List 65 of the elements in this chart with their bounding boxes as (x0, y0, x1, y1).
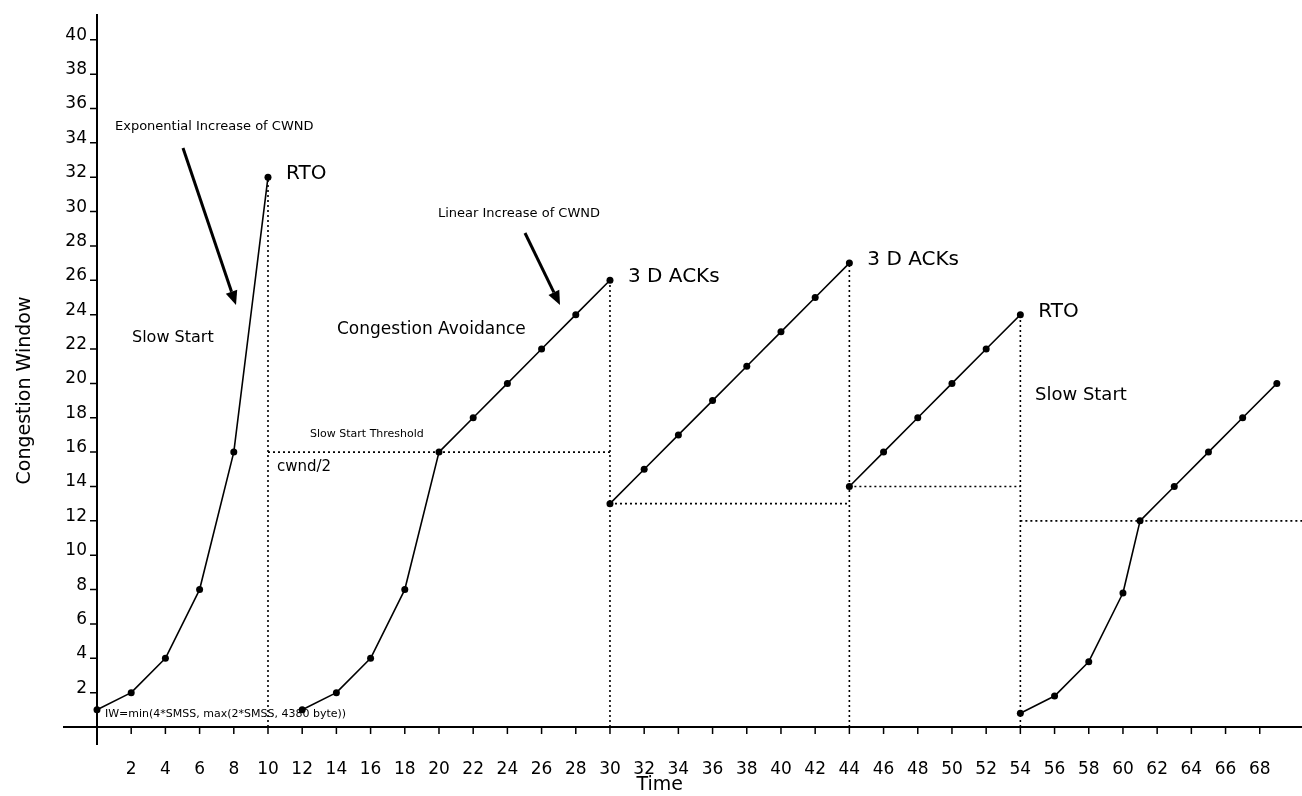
x-tick-label: 42 (804, 758, 826, 778)
y-axis-title: Congestion Window (12, 296, 34, 485)
x-tick-label: 16 (359, 758, 382, 778)
x-tick-label: 44 (838, 758, 861, 778)
annotation: Slow Start Threshold (310, 427, 424, 440)
y-tick-label: 40 (65, 23, 87, 44)
y-tick-label: 22 (65, 333, 87, 354)
y-tick-label: 30 (65, 195, 87, 216)
y-tick-label: 24 (65, 298, 87, 319)
x-tick-label: 58 (1077, 758, 1100, 778)
x-tick-label: 34 (667, 758, 690, 778)
y-tick-label: 32 (65, 161, 87, 182)
y-tick-label: 28 (65, 229, 87, 250)
x-tick-label: 62 (1146, 758, 1168, 778)
annotation: 3 D ACKs (867, 246, 960, 271)
y-tick-label: 26 (65, 264, 87, 285)
x-tick-label: 14 (325, 758, 348, 778)
y-tick-label: 34 (65, 126, 87, 147)
x-tick-label: 30 (599, 758, 621, 778)
y-tick-label: 8 (76, 573, 87, 594)
x-tick-label: 66 (1214, 758, 1237, 778)
y-tick-label: 14 (65, 470, 87, 491)
x-tick-label: 18 (393, 758, 416, 778)
x-tick-label: 50 (941, 758, 963, 778)
y-tick-label: 12 (65, 504, 87, 525)
annotation: Slow Start (1035, 383, 1127, 404)
x-tick-label: 48 (906, 758, 929, 778)
y-tick-label: 36 (65, 92, 87, 113)
x-tick-label: 2 (125, 758, 137, 778)
x-tick-label: 12 (291, 758, 314, 778)
y-tick-label: 2 (76, 676, 87, 697)
annotation: RTO (1038, 297, 1079, 322)
x-tick-label: 28 (564, 758, 587, 778)
y-tick-label: 18 (65, 401, 87, 422)
x-tick-label: 46 (872, 758, 895, 778)
annotation: 3 D ACKs (627, 263, 720, 288)
y-tick-label: 4 (76, 642, 87, 663)
x-tick-label: 6 (194, 758, 206, 778)
annotation: Linear Increase of CWND (438, 205, 601, 220)
x-tick-label: 26 (530, 758, 553, 778)
annotation: cwnd/2 (277, 457, 332, 475)
y-tick-label: 10 (65, 539, 87, 560)
annotation: RTO (285, 160, 327, 185)
x-tick-label: 20 (428, 758, 450, 778)
x-tick-label: 52 (975, 758, 997, 778)
x-tick-label: 22 (462, 758, 484, 778)
x-tick-label: 54 (1009, 758, 1032, 778)
x-tick-label: 64 (1180, 758, 1203, 778)
x-tick-label: 8 (228, 758, 240, 778)
y-tick-label: 20 (65, 367, 87, 388)
x-tick-label: 68 (1248, 758, 1271, 778)
y-tick-label: 6 (76, 607, 87, 628)
annotation: Congestion Avoidance (337, 318, 526, 338)
x-tick-label: 38 (735, 758, 758, 778)
x-tick-label: 40 (770, 758, 792, 778)
annotation: Slow Start (132, 327, 214, 346)
y-tick-label: 38 (65, 58, 87, 79)
annotation: Exponential Increase of CWND (115, 118, 314, 133)
x-tick-label: 24 (496, 758, 519, 778)
x-tick-label: 10 (257, 758, 279, 778)
x-tick-label: 56 (1043, 758, 1066, 778)
x-tick-label: 4 (159, 758, 171, 778)
y-tick-label: 16 (65, 436, 87, 457)
x-tick-label: 36 (701, 758, 724, 778)
x-tick-label: 60 (1112, 758, 1134, 778)
